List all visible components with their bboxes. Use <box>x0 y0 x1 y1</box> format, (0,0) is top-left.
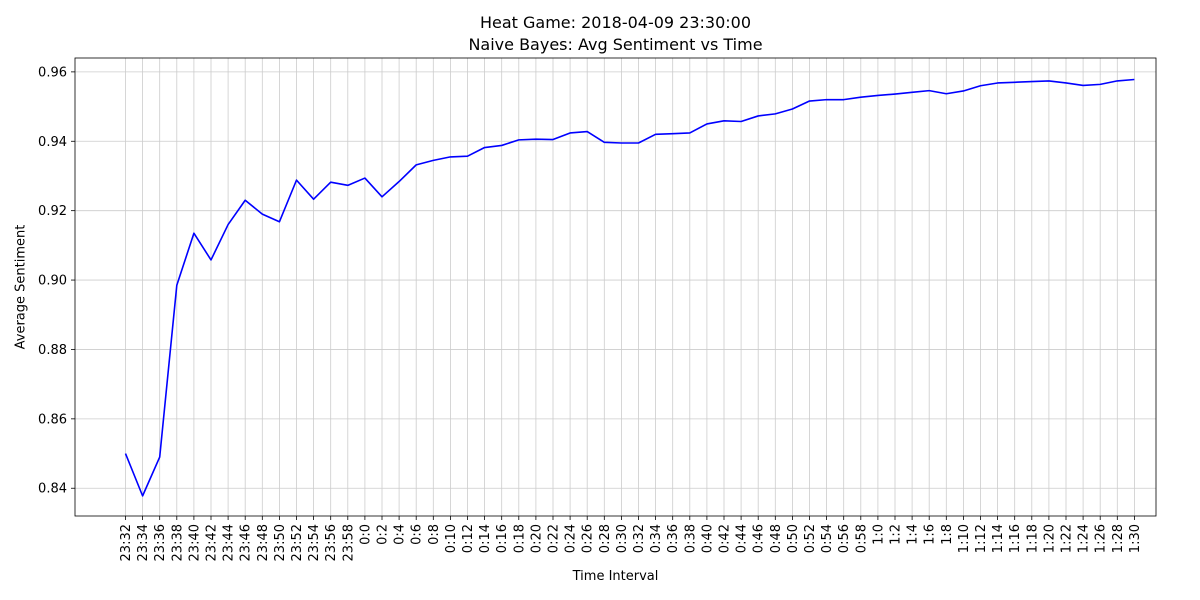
x-tick-label: 23:32 <box>119 524 134 561</box>
x-tick-label: 23:44 <box>222 524 237 561</box>
x-tick-label: 0:42 <box>718 524 733 553</box>
x-tick-label: 1:18 <box>1025 524 1040 553</box>
x-tick-label: 0:40 <box>700 524 715 553</box>
x-tick-label: 23:48 <box>256 524 271 561</box>
x-tick-label: 0:30 <box>615 524 630 553</box>
x-tick-label: 0:8 <box>427 524 442 545</box>
x-tick-label: 1:0 <box>871 524 886 545</box>
x-tick-label: 0:24 <box>564 524 579 553</box>
y-tick-label: 0.90 <box>38 274 67 289</box>
x-tick-label: 23:58 <box>341 524 356 561</box>
x-tick-label: 0:0 <box>358 524 373 545</box>
x-tick-label: 1:4 <box>906 524 921 545</box>
x-tick-label: 1:22 <box>1060 524 1075 553</box>
x-tick-label: 0:36 <box>666 524 681 553</box>
x-tick-label: 1:2 <box>889 524 904 545</box>
y-tick-label: 0.92 <box>38 204 67 219</box>
x-tick-label: 1:10 <box>957 524 972 553</box>
x-tick-label: 0:2 <box>376 524 391 545</box>
x-tick-label: 0:16 <box>495 524 510 553</box>
x-tick-label: 0:4 <box>393 524 408 545</box>
y-tick-label: 0.94 <box>38 135 67 150</box>
y-tick-label: 0.84 <box>38 482 67 497</box>
grid <box>75 58 1156 516</box>
x-tick-label: 23:34 <box>136 524 151 561</box>
x-tick-label: 0:48 <box>769 524 784 553</box>
x-tick-label: 0:28 <box>598 524 613 553</box>
y-tick-label: 0.86 <box>38 412 67 427</box>
x-tick-label: 1:20 <box>1042 524 1057 553</box>
x-tick-label: 0:18 <box>512 524 527 553</box>
x-tick-label: 0:44 <box>735 524 750 553</box>
x-tick-label: 1:30 <box>1128 524 1143 553</box>
x-tick-label: 0:58 <box>854 524 869 553</box>
series-line <box>124 78 1135 497</box>
x-tick-label: 23:46 <box>239 524 254 561</box>
x-tick-label: 0:22 <box>547 524 562 553</box>
x-tick-label: 1:28 <box>1111 524 1126 553</box>
x-tick-label: 23:50 <box>273 524 288 561</box>
y-tick-label: 0.96 <box>38 65 67 80</box>
x-tick-label: 23:56 <box>324 524 339 561</box>
x-tick-label: 0:20 <box>529 524 544 553</box>
x-tick-label: 0:6 <box>410 524 425 545</box>
x-tick-label: 0:34 <box>649 524 664 553</box>
x-tick-label: 1:12 <box>974 524 989 553</box>
x-tick-label: 23:52 <box>290 524 305 561</box>
plot-frame <box>74 57 1157 517</box>
x-axis-label: Time Interval <box>572 569 659 584</box>
x-tick-label: 23:54 <box>307 524 322 561</box>
x-tick-label: 0:50 <box>786 524 801 553</box>
x-tick-label: 23:38 <box>170 524 185 561</box>
x-tick-label: 1:14 <box>991 524 1006 553</box>
x-tick-label: 1:8 <box>940 524 955 545</box>
x-tick-label: 1:26 <box>1094 524 1109 553</box>
x-tick-label: 23:42 <box>205 524 220 561</box>
x-tick-label: 0:14 <box>478 524 493 553</box>
x-tick-label: 0:52 <box>803 524 818 553</box>
x-tick-label: 0:38 <box>683 524 698 553</box>
x-tick-label: 1:6 <box>923 524 938 545</box>
chart-subtitle: Naive Bayes: Avg Sentiment vs Time <box>468 35 763 54</box>
x-tick-label: 0:54 <box>820 524 835 553</box>
x-tick-label: 0:32 <box>632 524 647 553</box>
x-tick-label: 0:12 <box>461 524 476 553</box>
x-tick-label: 1:24 <box>1077 524 1092 553</box>
x-tick-label: 1:16 <box>1008 524 1023 553</box>
x-tick-label: 23:40 <box>187 524 202 561</box>
x-tick-label: 0:26 <box>581 524 596 553</box>
x-tick-label: 23:36 <box>153 524 168 561</box>
x-tick-label: 0:56 <box>837 524 852 553</box>
x-tick-label: 0:10 <box>444 524 459 553</box>
series-layer <box>124 78 1135 497</box>
x-tick-label: 0:46 <box>752 524 767 553</box>
chart-title: Heat Game: 2018-04-09 23:30:00 <box>479 13 752 32</box>
y-tick-label: 0.88 <box>38 343 67 358</box>
